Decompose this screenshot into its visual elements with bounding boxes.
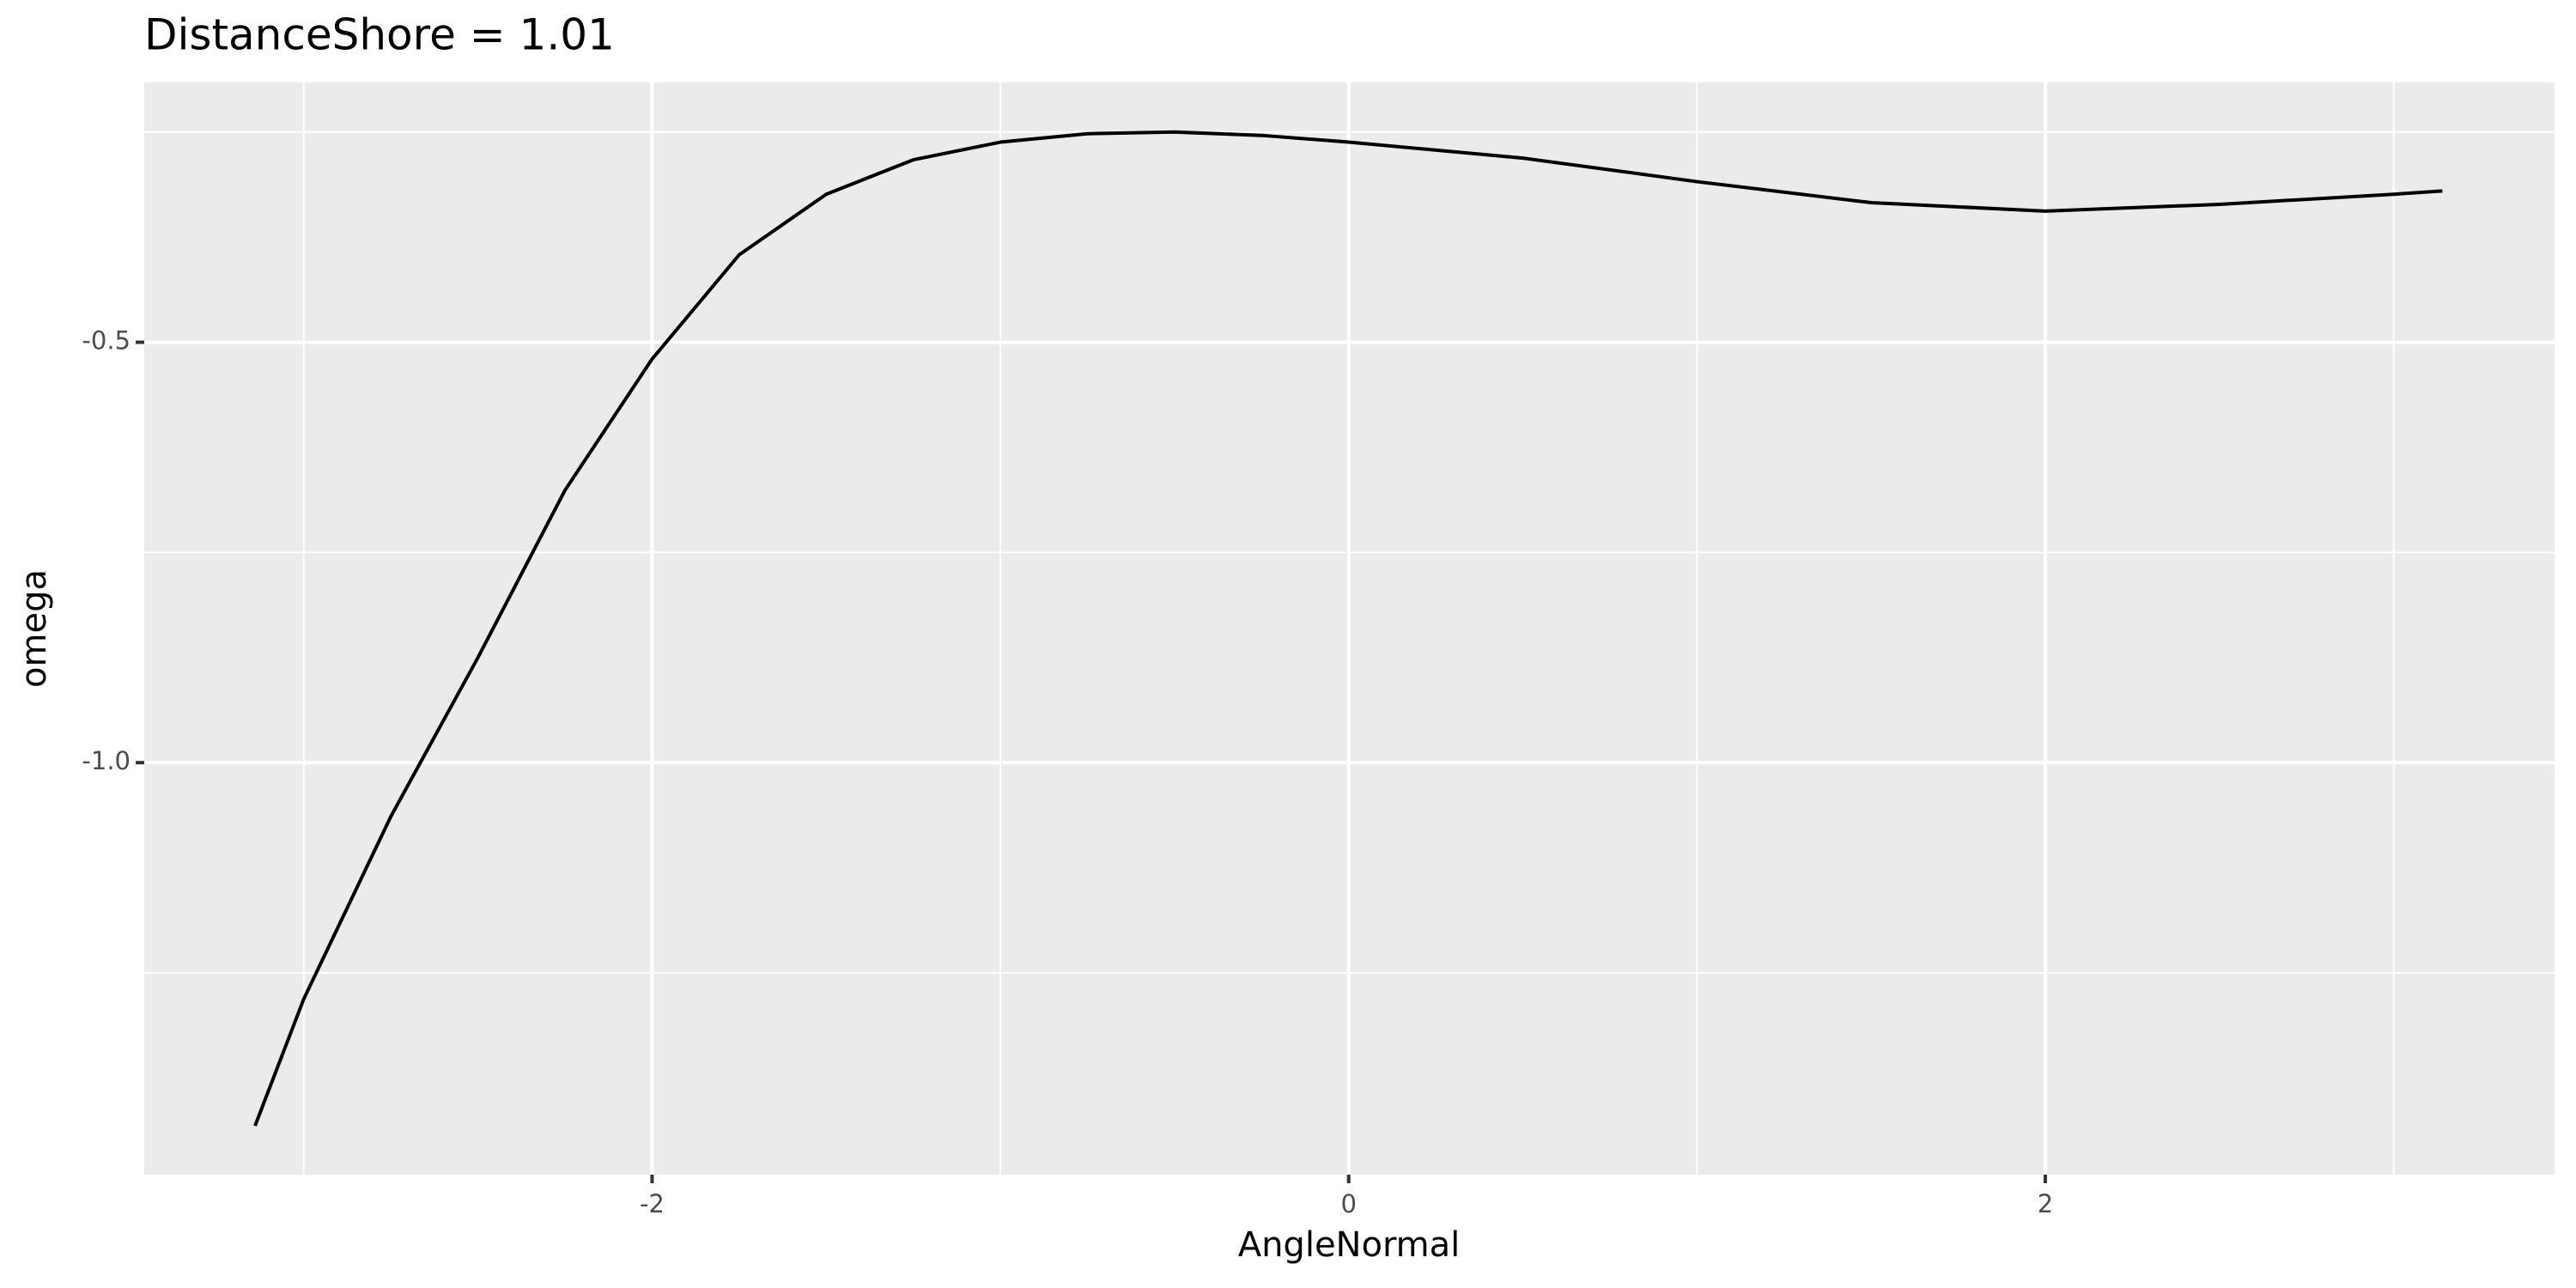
x-tick-label: 0 xyxy=(1340,1189,1356,1218)
chart-title: DistanceShore = 1.01 xyxy=(144,10,615,60)
x-tick-label: -2 xyxy=(640,1189,665,1218)
y-axis-label: omega xyxy=(15,569,54,688)
data-line xyxy=(253,130,2443,1127)
x-axis-label: AngleNormal xyxy=(1238,1225,1461,1265)
y-tick-label: -0.5 xyxy=(82,326,131,355)
y-tick-label: -1.0 xyxy=(82,746,131,775)
x-tick-label: 2 xyxy=(2038,1189,2053,1218)
